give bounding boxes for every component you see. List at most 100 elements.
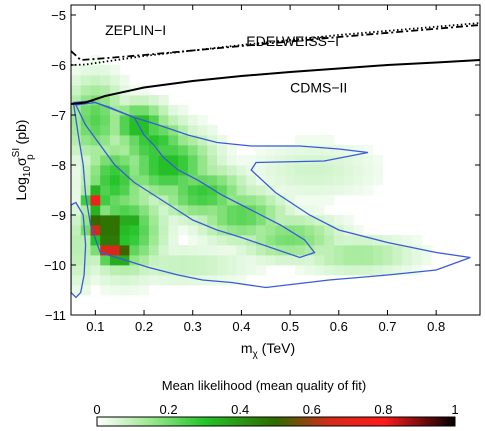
heatmap-cell [129,255,140,266]
heatmap-cell [71,215,82,226]
heatmap-cell [71,65,82,76]
y-tick-label: −6 [51,58,66,73]
heatmap-cell [129,195,140,206]
heatmap-cell [294,165,306,176]
heatmap-cell [129,145,140,156]
heatmap-cell [119,175,130,186]
heatmap-cell [217,195,228,206]
heatmap-cell [343,225,354,236]
heatmap-cell [246,225,257,236]
heatmap-cell [187,175,198,186]
heatmap-cell [187,165,198,176]
heatmap-cell [343,175,354,186]
heatmap-cell [100,225,111,236]
heatmap-cell [285,235,296,246]
heatmap-cell [236,195,247,206]
contour-inner [74,101,316,259]
heatmap-cell [187,235,198,246]
heatmap-cell [71,265,82,276]
x-tick-label: 0.6 [330,319,348,334]
heatmap-cell [304,205,315,216]
heatmap-cell [314,245,325,256]
limit-curve-dashdot [71,24,480,61]
heatmap-cell [178,135,189,146]
heatmap-cell [148,125,160,136]
heatmap-cell [421,255,432,266]
heatmap-cell [236,155,247,166]
heatmap-cell [148,105,160,116]
heatmap-cell [314,175,325,186]
heatmap-cell [363,255,374,266]
heatmap-cell [158,135,169,146]
heatmap-cell [314,265,325,276]
colorbar-tick-label: 0 [93,402,100,417]
heatmap-cell [304,195,315,206]
heatmap-cell [158,95,169,106]
heatmap-cell [294,225,306,236]
heatmap-cell [148,235,160,246]
heatmap-cell [178,275,189,286]
heatmap-cell [158,125,169,136]
heatmap-cell [314,235,325,246]
heatmap-cell [285,185,296,196]
heatmap-cell [246,215,257,226]
heatmap-cell [158,225,169,236]
heatmap-cell [71,235,82,246]
heatmap-cell [158,195,169,206]
heatmap-cell [168,205,179,216]
heatmap-cell [207,265,218,276]
heatmap-cell [372,175,384,186]
heatmap-cell [178,125,189,136]
heatmap-cell [197,195,208,206]
heatmap-cell [139,205,150,216]
heatmap-cell [333,215,345,226]
heatmap-cell [139,125,150,136]
heatmap-cell [119,215,130,226]
heatmap-cell [324,245,335,256]
heatmap-cell [178,215,189,226]
heatmap-cell [187,125,198,136]
heatmap-cell [343,235,354,246]
heatmap-cell [100,105,111,116]
y-tick-label: −5 [51,8,66,23]
heatmap-cell [304,265,315,276]
heatmap-cell [236,205,247,216]
colorbar-gradient [96,416,456,427]
heatmap-cell [187,135,198,146]
heatmap-cell [168,225,179,236]
heatmap-cell [187,225,198,236]
heatmap-cell [100,155,111,166]
heatmap-cell [139,175,150,186]
heatmap-cell [294,205,306,216]
heatmap-cell [187,185,198,196]
heatmap-cell [90,215,101,226]
heatmap-cell [168,165,179,176]
heatmap-cell [100,125,111,136]
heatmap-cell [207,245,218,256]
heatmap-cell [109,85,121,96]
heatmap-cell [324,225,335,236]
heatmap-cell [109,135,121,146]
heatmap-cell [148,195,160,206]
heatmap-cell [129,285,140,296]
heatmap-cell [148,255,160,266]
heatmap-cell [304,155,315,166]
heatmap-cell [139,235,150,246]
heatmap-cell [158,265,169,276]
heatmap-cell [100,165,111,176]
heatmap-cell [139,215,150,226]
heatmap-cell [275,225,286,236]
heatmap-cell [158,235,169,246]
heatmap-cell [402,265,413,276]
heatmap-cell [71,145,82,156]
heatmap-cell [197,265,208,276]
heatmap-cell [353,225,364,236]
heatmap-cell [109,225,121,236]
heatmap-cell [197,225,208,236]
heatmap-cell [100,275,111,286]
heatmap-cell [217,275,228,286]
heatmap-cell [100,135,111,146]
heatmap-cell [363,185,374,196]
heatmap-cell [324,265,335,276]
heatmap-cell [80,125,91,136]
